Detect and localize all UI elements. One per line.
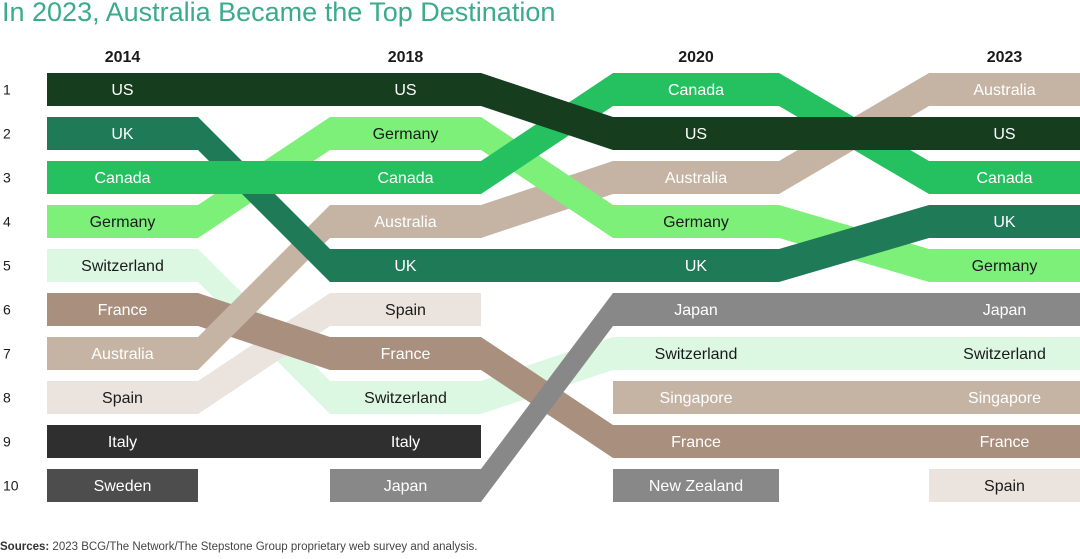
rank-axis: 1 2 3 4 5 6 7 8 9 10 [3,82,19,494]
label-australia-2020: Australia [665,170,727,187]
label-germany-2020: Germany [663,214,729,231]
label-germany-2018: Germany [373,126,439,143]
rank-label-7: 7 [3,346,11,362]
rank-label-1: 1 [3,82,11,98]
label-canada-2014: Canada [94,170,150,187]
label-canada-2018: Canada [377,170,433,187]
label-france-2014: France [98,302,148,319]
rank-label-8: 8 [3,390,11,406]
series-switzerland [47,249,1080,414]
label-spain-2014: Spain [102,390,143,407]
label-switzerland-2018: Switzerland [364,390,447,407]
label-new-zealand-2020: New Zealand [649,478,743,495]
label-france-2020: France [671,434,721,451]
label-italy-2018: Italy [391,434,420,451]
label-australia-2018: Australia [374,214,436,231]
label-us-2020: US [685,126,707,143]
series-japan [330,293,1080,502]
label-sweden-2014: Sweden [94,478,152,495]
year-label-2020: 2020 [678,49,714,66]
series-sweden [47,469,198,502]
series-new-zealand [613,469,779,502]
label-japan-2020: Japan [674,302,718,319]
ribbon-singapore [613,381,1080,414]
label-spain-2018: Spain [385,302,426,319]
rank-label-6: 6 [3,302,11,318]
label-canada-2020: Canada [668,82,724,99]
label-japan-2018: Japan [384,478,428,495]
series-us [47,73,1080,150]
label-us-2023: US [993,126,1015,143]
label-germany-2023: Germany [972,258,1038,275]
series-france [47,293,1080,458]
rank-label-5: 5 [3,258,11,274]
ribbons-layer [47,73,1080,502]
chart-title: In 2023, Australia Became the Top Destin… [2,0,556,27]
labels-layer: Switzerland Switzerland Switzerland Switzer… [81,82,1046,495]
label-uk-2023: UK [993,214,1016,231]
label-switzerland-2020: Switzerland [655,346,738,363]
rank-label-10: 10 [3,478,19,494]
year-label-2014: 2014 [105,49,141,66]
year-label-2018: 2018 [388,49,424,66]
label-canada-2023: Canada [976,170,1032,187]
ribbon-us [47,73,1080,150]
series-italy [47,425,481,458]
label-singapore-2023: Singapore [968,390,1041,407]
series-spain [47,293,1080,502]
label-uk-2014: UK [111,126,134,143]
series-uk [47,117,1080,282]
label-switzerland-2014: Switzerland [81,258,164,275]
label-us-2014: US [111,82,133,99]
ribbon-new-zealand [613,469,779,502]
label-uk-2018: UK [394,258,417,275]
label-japan-2023: Japan [983,302,1027,319]
ribbon-italy [47,425,481,458]
label-germany-2014: Germany [90,214,156,231]
label-france-2023: France [980,434,1030,451]
label-france-2018: France [381,346,431,363]
source-note: Sources: 2023 BCG/The Network/The Stepst… [0,541,478,553]
rank-label-3: 3 [3,170,11,186]
rank-label-2: 2 [3,126,11,142]
ribbon-france [47,293,1080,458]
label-us-2018: US [394,82,416,99]
label-singapore-2020: Singapore [660,390,733,407]
label-spain-2023: Spain [984,478,1025,495]
label-italy-2014: Italy [108,434,137,451]
ribbon-spain [47,293,481,414]
label-uk-2020: UK [685,258,708,275]
ribbon-sweden [47,469,198,502]
label-australia-2014: Australia [91,346,153,363]
year-label-2023: 2023 [987,49,1023,66]
ribbon-uk [47,117,1080,282]
label-switzerland-2023: Switzerland [963,346,1046,363]
label-australia-2023: Australia [973,82,1035,99]
ribbon-spain [929,469,1080,502]
rank-label-4: 4 [3,214,11,230]
year-axis: 2014 2018 2020 2023 [105,49,1023,66]
rank-label-9: 9 [3,434,11,450]
source-text: 2023 BCG/The Network/The Stepstone Group… [52,541,478,553]
ribbon-switzerland [47,249,1080,414]
source-label: Sources: [0,541,50,553]
series-singapore [613,381,1080,414]
ribbon-japan [330,293,1080,502]
